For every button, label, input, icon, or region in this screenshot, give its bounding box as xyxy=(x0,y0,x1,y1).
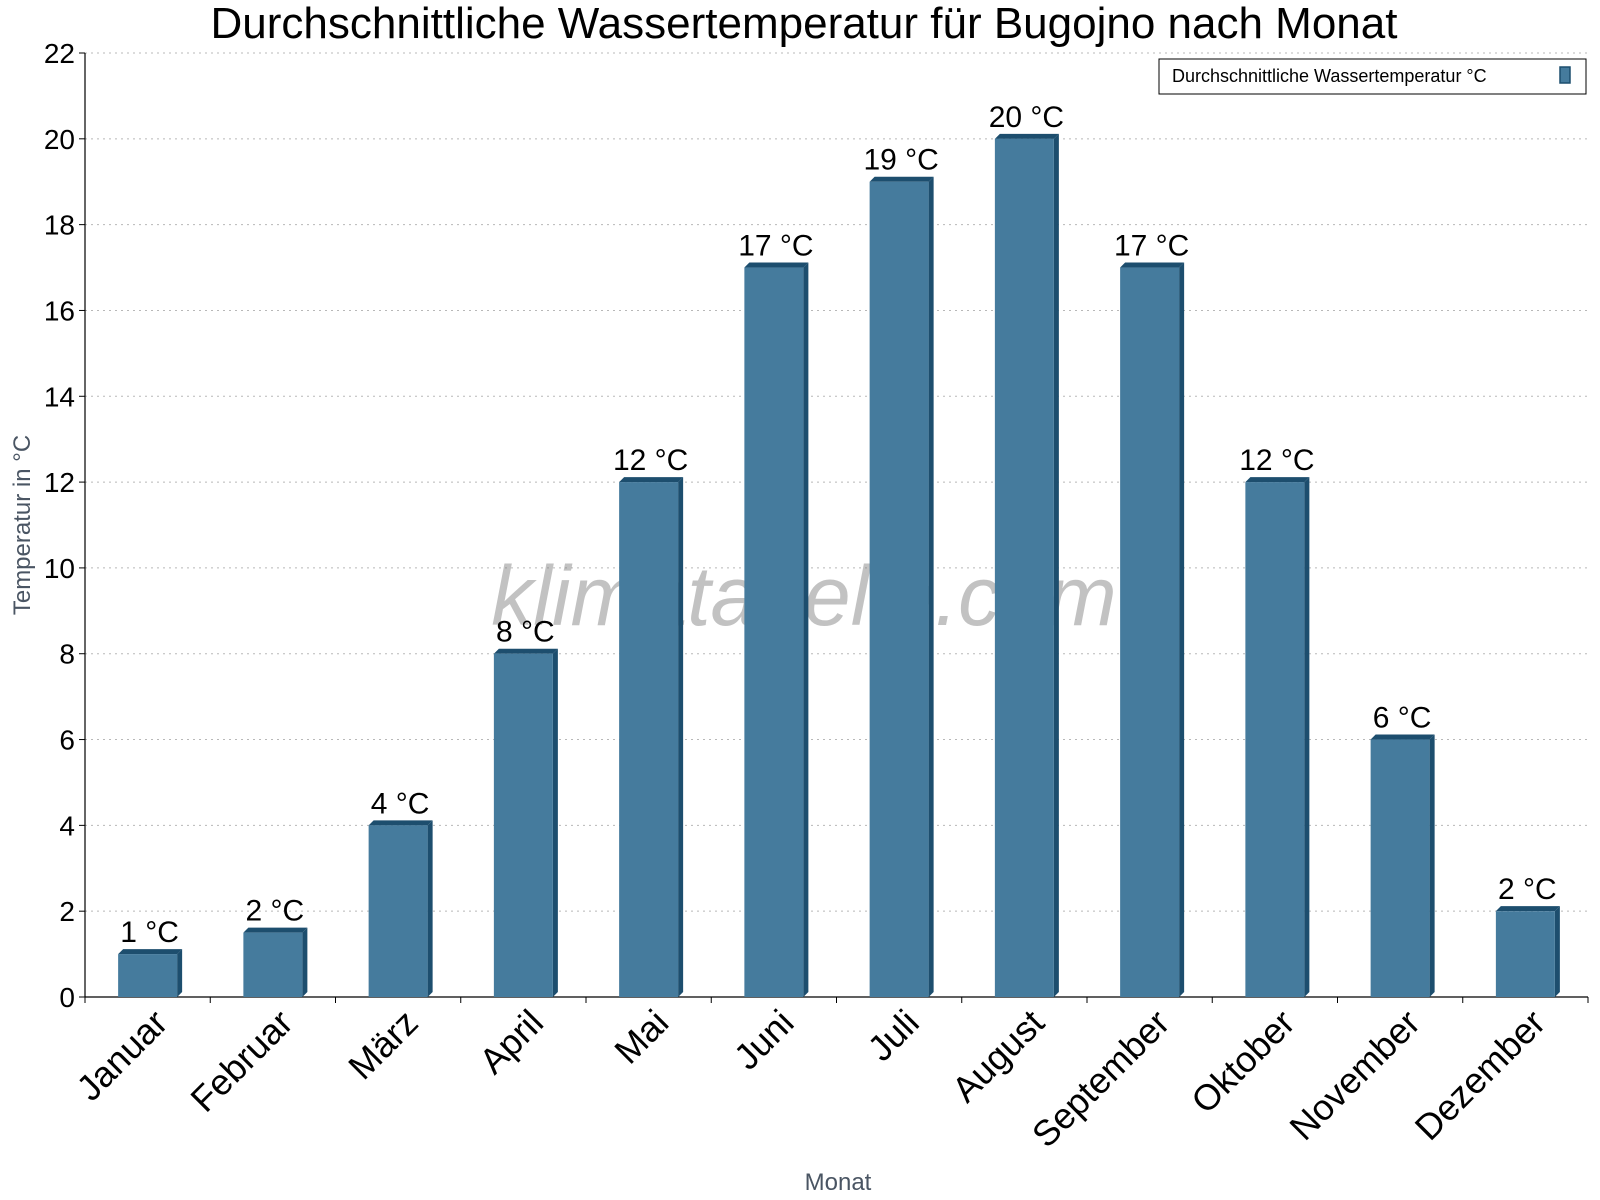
x-tick-label-6: Juli xyxy=(860,1002,927,1069)
x-tick-label-2: März xyxy=(340,1002,426,1088)
data-label-11: 2 °C xyxy=(1498,873,1557,906)
y-tick-label-3: 6 xyxy=(59,725,75,756)
data-label-9: 12 °C xyxy=(1239,444,1314,477)
data-label-2: 4 °C xyxy=(371,787,430,820)
bar-side-10 xyxy=(1429,734,1435,997)
y-axis-ticks: 0 2 4 6 8 10 12 14 16 18 20 22 xyxy=(44,38,85,1013)
bar-2 xyxy=(368,820,433,997)
bar-side-0 xyxy=(177,949,183,997)
x-tick-label-11: Dezember xyxy=(1407,1002,1553,1148)
bar-top-11 xyxy=(1495,906,1560,912)
bar-side-11 xyxy=(1554,906,1560,997)
x-tick-label-7: August xyxy=(944,1002,1052,1110)
legend: Durchschnittliche Wassertemperatur °C xyxy=(1158,58,1587,95)
bar-5 xyxy=(744,262,809,998)
x-tick-label-4: Mai xyxy=(606,1002,676,1072)
data-label-4: 12 °C xyxy=(613,444,688,477)
y-tick-label-5: 10 xyxy=(44,553,75,584)
bar-front-5 xyxy=(744,267,804,998)
bar-front-10 xyxy=(1370,739,1430,997)
legend-box xyxy=(1158,58,1587,95)
bar-front-1 xyxy=(243,932,303,997)
bar-9 xyxy=(1245,477,1310,997)
y-tick-label-8: 16 xyxy=(44,295,75,326)
bar-side-2 xyxy=(427,820,433,997)
y-tick-label-1: 2 xyxy=(59,896,75,927)
bar-top-2 xyxy=(368,820,433,826)
x-tick-label-9: Oktober xyxy=(1183,1002,1303,1122)
bar-3 xyxy=(493,648,558,997)
x-tick-label-10: November xyxy=(1281,1002,1427,1148)
x-tick-label-0: Januar xyxy=(68,1002,175,1109)
bar-front-6 xyxy=(869,181,929,997)
bar-top-0 xyxy=(118,949,183,955)
bar-top-10 xyxy=(1370,734,1435,740)
data-label-5: 17 °C xyxy=(738,230,813,263)
bar-front-2 xyxy=(368,825,428,997)
bar-side-8 xyxy=(1179,262,1185,998)
bar-side-1 xyxy=(302,927,308,997)
data-labels: 1 °C 2 °C 4 °C 8 °C 12 °C 17 °C 19 °C 20 °C 17 °… xyxy=(120,101,1556,949)
y-tick-label-4: 8 xyxy=(59,639,75,670)
bar-4 xyxy=(619,477,684,997)
bar-side-5 xyxy=(803,262,809,998)
bar-front-3 xyxy=(493,653,553,997)
bar-side-4 xyxy=(678,477,684,997)
data-label-10: 6 °C xyxy=(1373,702,1432,735)
bar-11 xyxy=(1495,906,1560,997)
bar-1 xyxy=(243,927,308,997)
bar-top-7 xyxy=(994,133,1059,139)
bar-side-6 xyxy=(928,176,934,997)
bar-top-5 xyxy=(744,262,809,268)
chart-title: Durchschnittliche Wassertemperatur für B… xyxy=(211,0,1398,48)
y-tick-label-2: 4 xyxy=(59,810,75,841)
bar-front-11 xyxy=(1495,911,1555,997)
bar-front-0 xyxy=(118,954,178,997)
bar-front-9 xyxy=(1245,482,1305,997)
bar-6 xyxy=(869,176,934,997)
legend-label: Durchschnittliche Wassertemperatur °C xyxy=(1172,66,1487,86)
bar-top-4 xyxy=(619,477,684,483)
bar-top-8 xyxy=(1120,262,1185,268)
bar-side-7 xyxy=(1053,133,1059,997)
x-axis-label: Monat xyxy=(805,1169,872,1196)
axes xyxy=(84,53,1588,998)
data-label-6: 19 °C xyxy=(863,144,938,177)
y-tick-label-10: 20 xyxy=(44,124,75,155)
bar-front-7 xyxy=(994,138,1054,997)
x-axis-ticks: Januar Februar März April Mai Juni Juli AugustS… xyxy=(68,997,1589,1156)
y-tick-label-7: 14 xyxy=(44,381,75,412)
bar-side-3 xyxy=(552,648,558,997)
y-tick-label-6: 12 xyxy=(44,467,75,498)
data-label-3: 8 °C xyxy=(496,616,555,649)
y-tick-label-11: 22 xyxy=(44,38,75,69)
x-tick-label-1: Februar xyxy=(182,1002,300,1120)
y-tick-label-0: 0 xyxy=(59,982,75,1013)
data-label-7: 20 °C xyxy=(989,101,1064,134)
data-label-8: 17 °C xyxy=(1114,230,1189,263)
grid-lines xyxy=(85,52,1588,912)
bar-10 xyxy=(1370,734,1435,997)
bar-7 xyxy=(994,133,1059,997)
bar-8 xyxy=(1120,262,1185,998)
legend-swatch xyxy=(1559,66,1571,84)
bar-top-9 xyxy=(1245,477,1310,483)
bar-front-4 xyxy=(619,482,679,997)
bar-front-8 xyxy=(1120,267,1180,998)
bar-top-1 xyxy=(243,927,308,933)
bar-top-3 xyxy=(493,648,558,654)
y-tick-label-9: 18 xyxy=(44,210,75,241)
bar-top-6 xyxy=(869,176,934,182)
data-label-0: 1 °C xyxy=(120,916,179,949)
bars xyxy=(118,133,1560,998)
bar-0 xyxy=(118,949,183,997)
x-tick-label-3: April xyxy=(471,1002,551,1082)
bar-side-9 xyxy=(1304,477,1310,997)
y-axis-label: Temperatur in °C xyxy=(9,435,36,615)
x-tick-label-8: September xyxy=(1024,1002,1178,1156)
data-label-1: 2 °C xyxy=(246,895,305,928)
x-tick-label-5: Juni xyxy=(726,1002,802,1078)
